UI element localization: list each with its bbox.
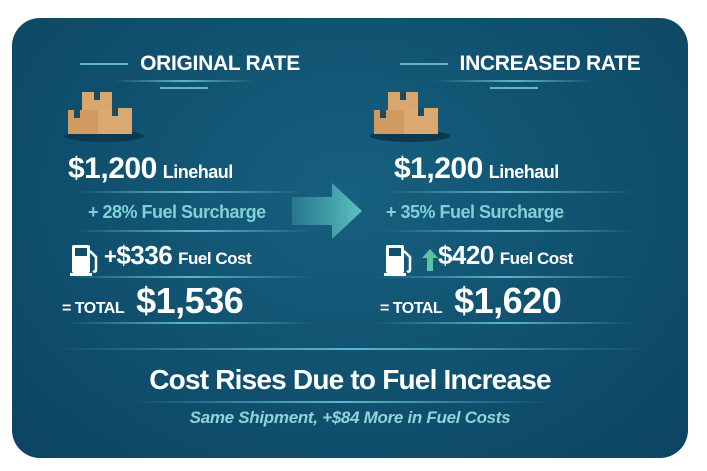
fuel-pump-icon bbox=[384, 244, 412, 276]
increased-surcharge: + 35% Fuel Surcharge bbox=[386, 202, 564, 222]
fuel-pump-icon bbox=[70, 244, 98, 276]
original-linehaul: $1,200 Linehaul bbox=[68, 152, 233, 186]
fuel-amount: $336 bbox=[116, 240, 173, 270]
linehaul-amount: $1,200 bbox=[394, 152, 483, 185]
total-amount: $1,536 bbox=[136, 280, 244, 321]
increased-title: INCREASED RATE bbox=[364, 52, 664, 100]
original-title: ORIGINAL RATE bbox=[34, 52, 334, 100]
headline: Cost Rises Due to Fuel Increase bbox=[149, 364, 551, 395]
total-label: = TOTAL bbox=[380, 300, 443, 317]
increased-fuel-cost: $420 Fuel Cost bbox=[384, 240, 573, 277]
original-total: = TOTAL $1,536 bbox=[62, 280, 244, 322]
increased-total: = TOTAL $1,620 bbox=[380, 280, 562, 322]
fuel-label: Fuel Cost bbox=[178, 249, 252, 268]
fuel-amount: $420 bbox=[437, 240, 494, 270]
total-label: = TOTAL bbox=[62, 300, 125, 317]
plus-sign: + bbox=[103, 244, 117, 269]
up-arrow-icon bbox=[421, 248, 438, 271]
total-amount: $1,620 bbox=[454, 280, 562, 321]
boxes-icon bbox=[64, 92, 144, 142]
linehaul-amount: $1,200 bbox=[68, 152, 157, 185]
original-fuel-cost: +$336 Fuel Cost bbox=[70, 240, 252, 277]
arrow-right-icon bbox=[292, 183, 362, 239]
linehaul-label: Linehaul bbox=[162, 162, 234, 182]
increased-linehaul: $1,200 Linehaul bbox=[394, 152, 559, 186]
original-title-text: ORIGINAL RATE bbox=[140, 52, 300, 75]
increased-title-text: INCREASED RATE bbox=[459, 52, 641, 75]
fuel-label: Fuel Cost bbox=[499, 249, 573, 268]
infographic-card: ORIGINAL RATE $1,200 Linehaul + 28% Fuel … bbox=[12, 18, 688, 458]
boxes-icon bbox=[370, 92, 450, 142]
subheadline: Same Shipment, +$84 More in Fuel Costs bbox=[189, 408, 511, 427]
original-surcharge: + 28% Fuel Surcharge bbox=[88, 202, 266, 222]
linehaul-label: Linehaul bbox=[488, 162, 560, 182]
